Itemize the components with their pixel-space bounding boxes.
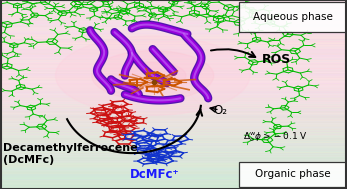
Text: Organic phase: Organic phase: [255, 169, 330, 179]
FancyBboxPatch shape: [239, 162, 346, 187]
Text: O₂: O₂: [213, 104, 227, 117]
Ellipse shape: [119, 62, 186, 89]
Text: $\Delta_{\rm o}^{\rm w}\phi > -0.1\ \rm V$: $\Delta_{\rm o}^{\rm w}\phi > -0.1\ \rm …: [243, 130, 308, 144]
Text: Aqueous phase: Aqueous phase: [253, 12, 332, 22]
Text: ROS: ROS: [262, 53, 291, 66]
Ellipse shape: [56, 36, 250, 115]
Text: Decamethylferrocene
(DcMFc): Decamethylferrocene (DcMFc): [3, 143, 137, 165]
FancyBboxPatch shape: [239, 2, 346, 32]
Text: DcMFc⁺: DcMFc⁺: [130, 168, 180, 181]
Ellipse shape: [92, 51, 214, 101]
